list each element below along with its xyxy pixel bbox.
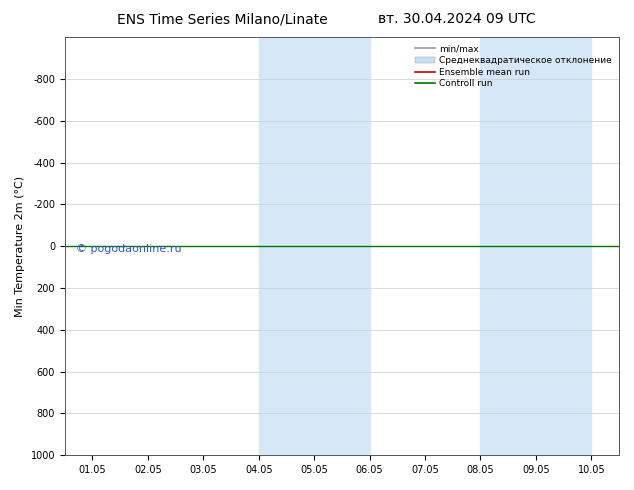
Legend: min/max, Среднеквадратическое отклонение, Ensemble mean run, Controll run: min/max, Среднеквадратическое отклонение… [412, 42, 614, 91]
Text: вт. 30.04.2024 09 UTC: вт. 30.04.2024 09 UTC [378, 12, 535, 26]
Bar [481, 37, 592, 455]
Text: ENS Time Series Milano/Linate: ENS Time Series Milano/Linate [117, 12, 327, 26]
Y-axis label: Min Temperature 2m (°C): Min Temperature 2m (°C) [15, 175, 25, 317]
Bar [259, 37, 370, 455]
Text: © pogodaonline.ru: © pogodaonline.ru [76, 244, 181, 254]
